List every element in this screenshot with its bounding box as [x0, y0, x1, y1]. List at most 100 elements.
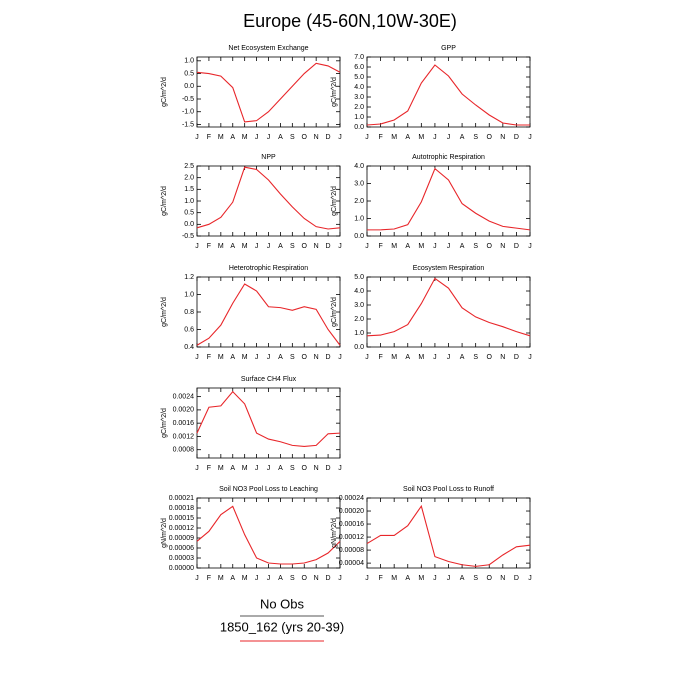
- y-tick-label: 0.00016: [339, 521, 364, 528]
- y-tick-label: 0.00008: [339, 547, 364, 554]
- y-tick-label: 0.00012: [339, 534, 364, 541]
- x-tick-label: J: [365, 134, 369, 141]
- data-line: [196, 166, 341, 230]
- x-tick-label: M: [391, 243, 397, 250]
- x-tick-label: M: [218, 243, 224, 250]
- x-tick-label: J: [447, 243, 451, 250]
- x-tick-label: O: [487, 354, 493, 361]
- y-tick-label: 0.0: [184, 221, 194, 228]
- y-tick-label: -1.0: [182, 109, 194, 116]
- plot-frame: [196, 276, 341, 348]
- x-tick-label: O: [302, 575, 308, 582]
- y-tick-label: 0.00021: [169, 495, 194, 502]
- x-tick-label: A: [278, 354, 283, 361]
- panel-title: Surface CH4 Flux: [241, 376, 297, 383]
- x-tick-label: J: [195, 243, 199, 250]
- x-tick-label: D: [326, 354, 331, 361]
- x-tick-label: M: [391, 134, 397, 141]
- y-tick-label: 2.5: [184, 163, 194, 170]
- x-tick-label: M: [418, 243, 424, 250]
- y-tick-label: 0.5: [184, 210, 194, 217]
- data-line: [196, 283, 341, 346]
- x-tick-label: J: [255, 575, 259, 582]
- y-tick-label: 2.0: [354, 104, 364, 111]
- x-tick-label: J: [267, 465, 271, 472]
- plot-frame: [196, 56, 341, 128]
- plot-frame: [196, 387, 341, 459]
- x-tick-label: J: [195, 575, 199, 582]
- x-tick-label: M: [242, 465, 248, 472]
- x-tick-label: J: [267, 134, 271, 141]
- y-tick-label: 3.0: [354, 94, 364, 101]
- x-tick-label: M: [242, 134, 248, 141]
- x-tick-label: S: [290, 243, 295, 250]
- y-tick-label: 5.0: [354, 74, 364, 81]
- x-tick-label: F: [207, 134, 211, 141]
- y-tick-label: 0.00009: [169, 535, 194, 542]
- x-tick-label: A: [230, 575, 235, 582]
- y-tick-label: 0.0008: [173, 447, 195, 454]
- y-tick-label: 1.0: [184, 198, 194, 205]
- x-tick-label: A: [405, 575, 410, 582]
- y-tick-label: 0.8: [184, 309, 194, 316]
- x-tick-label: J: [255, 354, 259, 361]
- y-tick-label: 1.5: [184, 186, 194, 193]
- y-tick-label: 2.0: [184, 175, 194, 182]
- x-tick-label: F: [207, 354, 211, 361]
- x-tick-label: M: [242, 243, 248, 250]
- x-tick-label: A: [278, 575, 283, 582]
- y-tick-label: 0.00003: [169, 555, 194, 562]
- y-tick-label: 0.0020: [173, 407, 195, 414]
- panel-title: Net Ecosystem Exchange: [228, 45, 308, 52]
- x-tick-label: A: [230, 465, 235, 472]
- x-tick-label: J: [528, 243, 532, 250]
- y-tick-label: 0.00018: [169, 505, 194, 512]
- panel-title: Heterotrophic Respiration: [229, 265, 308, 272]
- x-tick-label: J: [338, 243, 342, 250]
- data-line: [196, 62, 341, 123]
- x-tick-label: O: [487, 134, 493, 141]
- x-tick-label: D: [326, 575, 331, 582]
- x-tick-label: J: [447, 575, 451, 582]
- x-tick-label: J: [528, 134, 532, 141]
- x-tick-label: J: [365, 354, 369, 361]
- data-line: [366, 64, 530, 126]
- y-tick-label: 1.2: [184, 274, 194, 281]
- plot-frame: [196, 497, 341, 569]
- x-tick-label: N: [500, 575, 505, 582]
- x-tick-label: S: [290, 354, 295, 361]
- y-axis-label: gC/m^2/d: [161, 77, 168, 107]
- x-tick-label: J: [195, 134, 199, 141]
- x-tick-label: A: [278, 465, 283, 472]
- y-tick-label: 0.6: [184, 326, 194, 333]
- x-tick-label: N: [314, 575, 319, 582]
- y-tick-label: 0.4: [184, 344, 194, 351]
- y-tick-label: 6.0: [354, 64, 364, 71]
- x-tick-label: J: [255, 134, 259, 141]
- y-tick-label: 2.0: [354, 198, 364, 205]
- x-tick-label: D: [514, 575, 519, 582]
- x-tick-label: J: [528, 575, 532, 582]
- x-tick-label: M: [218, 354, 224, 361]
- data-line: [366, 277, 531, 337]
- x-tick-label: A: [278, 134, 283, 141]
- y-tick-label: 1.0: [354, 330, 364, 337]
- y-tick-label: 1.0: [184, 58, 194, 65]
- x-tick-label: O: [487, 575, 493, 582]
- x-tick-label: S: [290, 134, 295, 141]
- x-tick-label: A: [460, 243, 465, 250]
- x-tick-label: J: [433, 134, 437, 141]
- y-tick-label: 4.0: [354, 288, 364, 295]
- x-tick-label: A: [460, 354, 465, 361]
- x-tick-label: J: [365, 575, 369, 582]
- y-axis-label: gN/m^2/d: [331, 518, 338, 548]
- y-axis-label: gC/m^2/d: [331, 186, 338, 216]
- x-tick-label: A: [405, 354, 410, 361]
- x-tick-label: M: [391, 354, 397, 361]
- x-tick-label: D: [514, 134, 519, 141]
- x-tick-label: N: [314, 134, 319, 141]
- plot-frame: [196, 165, 341, 237]
- x-tick-label: J: [433, 354, 437, 361]
- data-line: [196, 505, 341, 565]
- data-line: [366, 504, 531, 567]
